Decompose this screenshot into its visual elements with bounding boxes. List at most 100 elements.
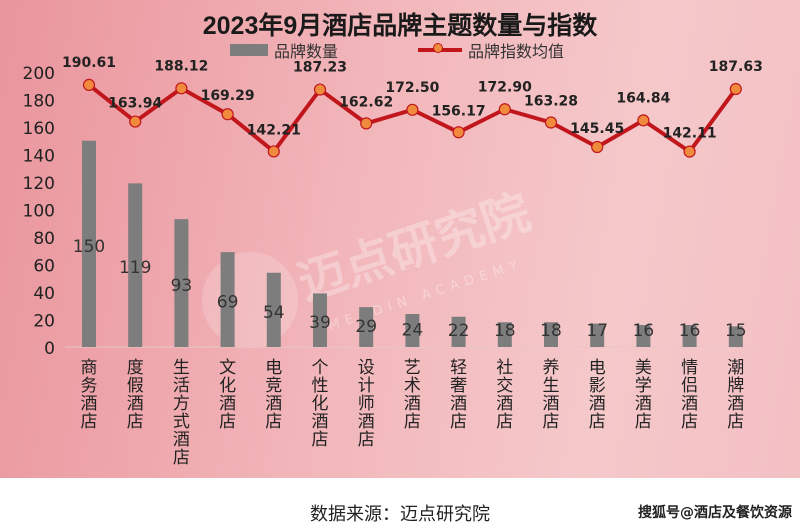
x-tick-label: 店	[543, 412, 560, 432]
y-tick-label: 20	[33, 312, 55, 332]
x-tick-label: 店	[496, 412, 513, 432]
x-tick-label: 牌	[727, 376, 744, 396]
bar-data-label: 54	[263, 303, 285, 323]
bar-data-label: 16	[633, 321, 655, 341]
x-tick-label: 潮	[727, 358, 744, 378]
x-tick-label: 术	[404, 376, 421, 396]
index-data-label: 164.84	[616, 90, 670, 106]
index-marker	[452, 126, 465, 139]
x-tick-label: 店	[404, 412, 421, 432]
x-tick-label: 奢	[450, 376, 467, 396]
bar	[590, 323, 605, 347]
credit: 搜狐号@酒店及餐饮资源	[638, 505, 792, 521]
x-tick-label: 店	[727, 412, 744, 432]
x-tick-label: 酒	[727, 394, 744, 414]
index-data-label: 156.17	[432, 103, 486, 119]
x-tick-label: 酒	[589, 394, 606, 414]
index-marker	[313, 83, 327, 96]
bar	[174, 219, 189, 347]
x-tick-label: 度	[127, 358, 144, 378]
x-tick-label: 计	[358, 376, 375, 396]
x-tick-label: 式	[173, 412, 190, 432]
x-tick-label: 酒	[635, 394, 652, 414]
x-tick-label: 酒	[265, 394, 282, 414]
x-tick-label: 酒	[358, 412, 375, 432]
x-tick-label: 酒	[127, 394, 144, 414]
index-marker	[591, 140, 604, 154]
index-marker	[129, 115, 142, 128]
x-tick-label: 酒	[496, 394, 513, 414]
x-tick-label: 店	[173, 448, 190, 468]
x-tick-label: 文	[219, 358, 236, 378]
legend-bar-swatch	[230, 44, 268, 56]
x-tick-label: 侣	[681, 376, 698, 396]
index-marker	[82, 78, 96, 92]
index-marker	[221, 108, 234, 121]
bar	[128, 183, 143, 347]
y-tick-label: 200	[23, 64, 55, 84]
x-tick-label: 艺	[404, 358, 421, 378]
x-tick-label: 店	[358, 430, 375, 450]
index-data-label: 169.29	[201, 88, 255, 104]
index-data-label: 190.61	[62, 55, 116, 71]
x-tick-label: 店	[127, 412, 144, 432]
x-tick-label: 生	[173, 358, 190, 378]
bar-data-label: 17	[586, 321, 608, 341]
data-source: 数据来源：迈点研究院	[310, 504, 490, 525]
x-tick-label: 方	[173, 394, 190, 414]
bar	[359, 307, 374, 347]
x-tick-label: 学	[635, 376, 652, 396]
index-marker	[360, 117, 373, 130]
bar-data-label: 93	[171, 276, 193, 296]
x-tick-label: 店	[81, 412, 98, 432]
y-tick-label: 160	[23, 119, 55, 139]
x-tick-label: 酒	[681, 394, 698, 414]
x-tick-label: 个	[312, 358, 329, 378]
x-tick-label: 设	[358, 358, 375, 378]
y-tick-label: 100	[23, 202, 55, 222]
x-tick-label: 美	[635, 358, 652, 378]
bar-data-label: 22	[448, 321, 470, 341]
legend-line-label: 品牌指数均值	[468, 42, 565, 61]
x-tick-label: 情	[681, 358, 698, 378]
bar	[497, 322, 512, 347]
index-data-label: 142.21	[247, 122, 301, 138]
y-tick-label: 140	[23, 147, 55, 167]
y-tick-label: 180	[23, 92, 55, 112]
x-tick-label: 电	[589, 358, 606, 378]
x-tick-label: 店	[589, 412, 606, 432]
x-tick-label: 店	[681, 412, 698, 432]
x-tick-label: 师	[358, 394, 375, 414]
index-data-label: 172.50	[385, 80, 439, 96]
x-tick-label: 电	[265, 358, 282, 378]
index-marker	[729, 82, 742, 96]
index-data-label: 172.90	[478, 79, 532, 95]
bar-data-label: 150	[73, 237, 105, 257]
bar-data-label: 24	[402, 321, 424, 341]
index-data-label: 162.62	[339, 94, 393, 110]
x-tick-label: 交	[496, 376, 513, 396]
index-marker	[267, 145, 280, 158]
x-tick-label: 酒	[312, 412, 329, 432]
bar-data-label: 15	[725, 321, 747, 341]
x-tick-label: 轻	[450, 358, 467, 378]
bar-data-label: 18	[494, 321, 516, 341]
x-tick-label: 店	[450, 412, 467, 432]
bar	[82, 140, 96, 347]
bar	[451, 316, 466, 347]
x-tick-label: 养	[543, 358, 560, 378]
bar-data-label: 29	[355, 317, 377, 337]
bar	[544, 322, 558, 347]
x-tick-label: 生	[543, 376, 560, 396]
x-tick-label: 店	[265, 412, 282, 432]
bar-data-label: 16	[679, 321, 701, 341]
x-tick-label: 竞	[265, 376, 282, 396]
bar-data-label: 119	[119, 258, 151, 278]
x-tick-label: 务	[81, 376, 98, 396]
bar	[266, 272, 281, 347]
chart-title: 2023年9月酒店品牌主题数量与指数	[202, 12, 598, 40]
x-tick-label: 店	[635, 412, 652, 432]
y-tick-label: 0	[44, 339, 55, 359]
x-tick-label: 酒	[450, 394, 467, 414]
